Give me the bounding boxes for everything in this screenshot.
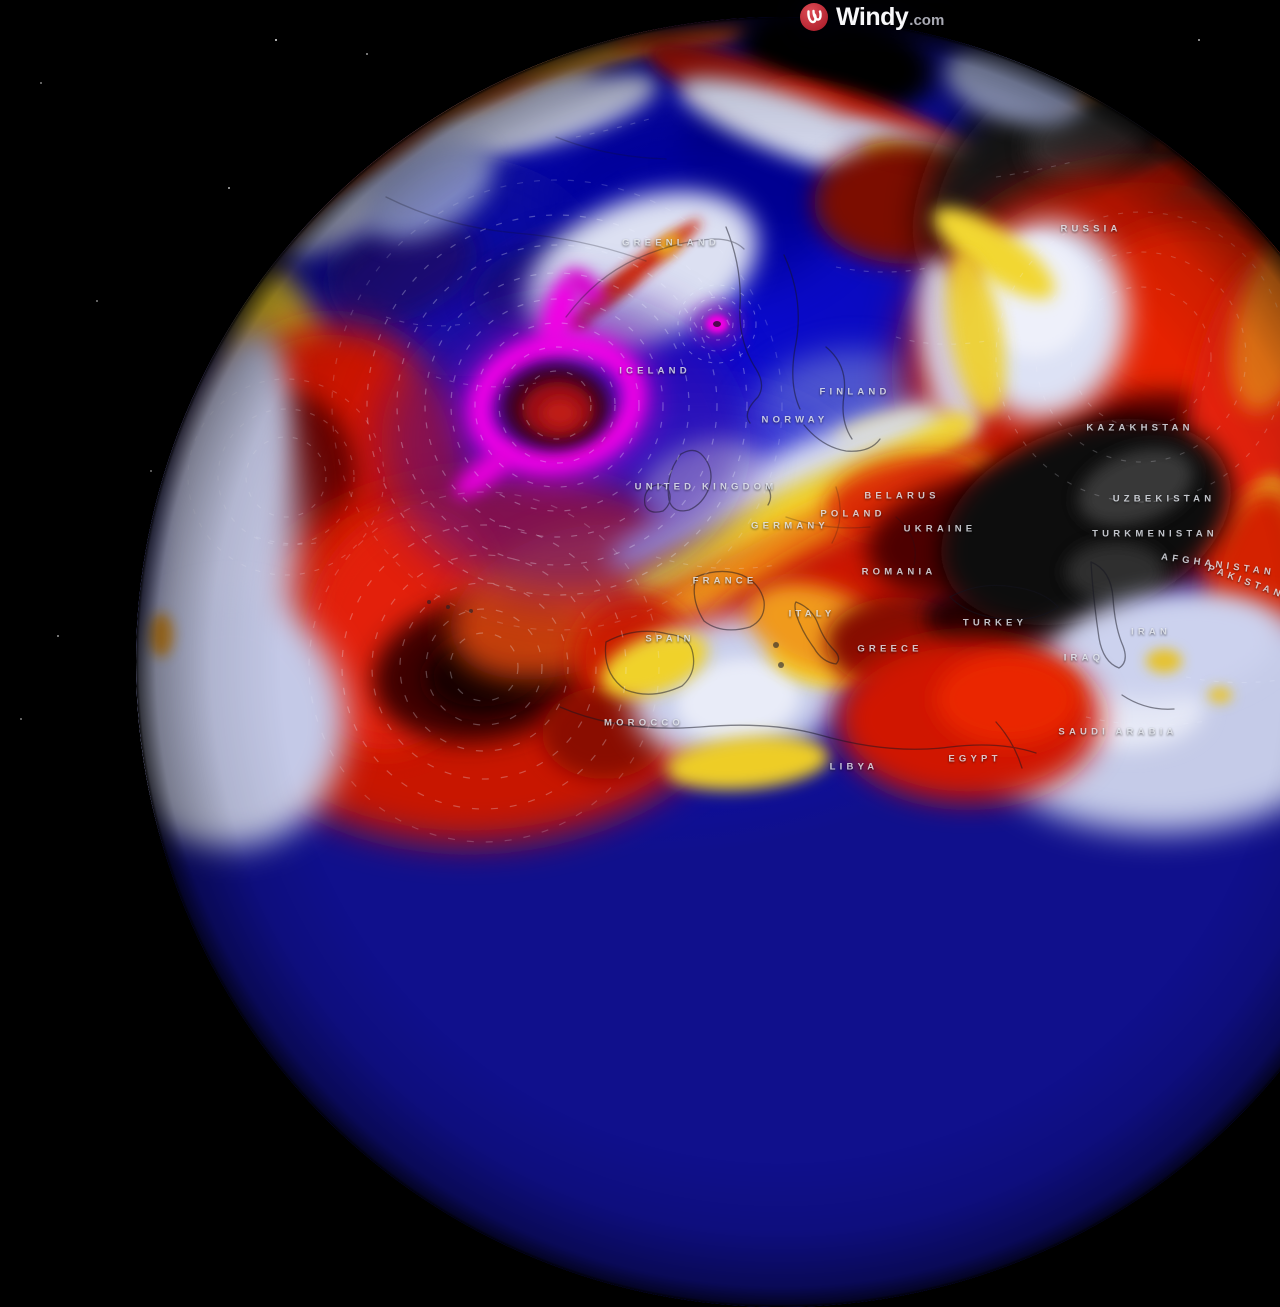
windy-globe-screenshot: { "header": { "logo": { "icon": "windy-s… (20, 2, 1280, 1307)
windy-logo-text: Windy .com (836, 3, 944, 31)
windy-tld: .com (909, 12, 945, 29)
windy-swirl-icon (800, 3, 828, 31)
globe-map[interactable] (136, 17, 1280, 1307)
wind-streamlines-overlay (187, 116, 1280, 843)
windy-logo[interactable]: Windy .com (799, 2, 944, 32)
windy-brand-name: Windy (836, 3, 909, 31)
